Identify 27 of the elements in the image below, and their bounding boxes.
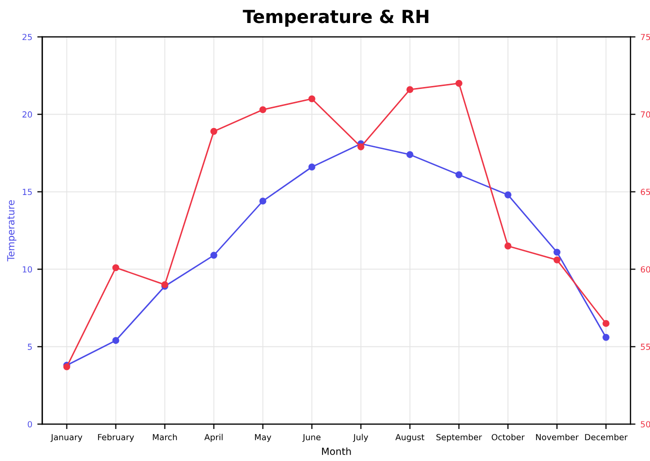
chart-title: Temperature & RH [242,10,428,27]
x-tick-label: April [204,434,223,442]
y2-tick-label: 75 [640,34,650,40]
x-tick-label: March [152,434,177,440]
x-tick-label: August [395,434,424,442]
y-tick-label: 20 [22,111,32,118]
x-tick-label: October [492,434,525,440]
x-tick-label: February [98,434,134,442]
y-tick-label: 10 [22,266,32,273]
y-tick-label: 5 [28,344,32,350]
x-tick-label: July [352,434,368,442]
x-tick-label: November [536,434,579,440]
x-tick-label: June [302,434,320,442]
y2-tick-label: 60 [640,266,650,273]
y-tick-label: 0 [28,421,32,428]
y-tick-label: 25 [22,34,32,40]
y-axis-title: Temperature [7,200,16,262]
x-axis-title: Month [322,447,351,455]
y2-tick-label: 55 [640,344,650,350]
x-tick-label: September [436,434,482,442]
y2-tick-label: 65 [640,188,650,196]
y-tick-label: 15 [22,188,32,196]
y2-tick-label: 50 [640,421,650,428]
x-tick-label: May [255,434,272,442]
x-tick-label: January [50,434,82,442]
x-tick-label: December [585,434,628,440]
y2-tick-label: 70 [640,111,650,118]
